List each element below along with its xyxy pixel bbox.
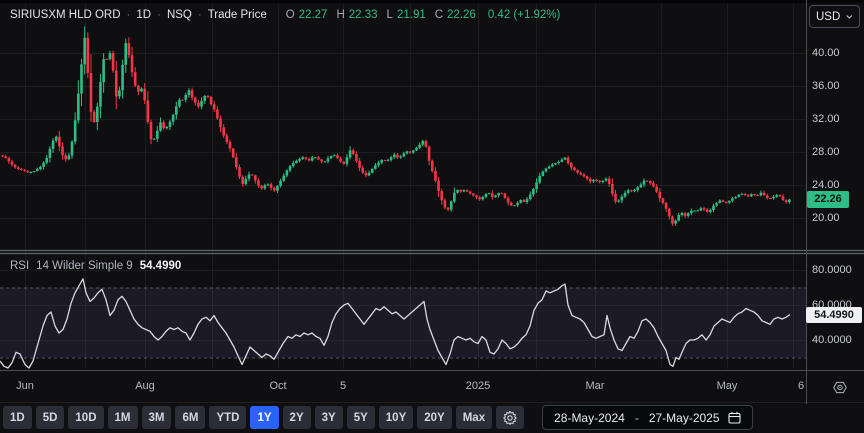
series-type-label: Trade Price — [207, 9, 267, 21]
ohlc-value: 21.91 — [396, 9, 426, 21]
chevron-down-icon — [846, 14, 853, 19]
time-axis-label: Jun — [16, 380, 34, 392]
currency-label: USD — [816, 10, 841, 23]
range-button-20y[interactable]: 20Y — [417, 406, 452, 429]
date-range-picker[interactable]: 28-May-2024 - 27-May-2025 — [542, 405, 753, 430]
date-range-separator: - — [634, 410, 639, 425]
price-axis-tick: 32.00 — [812, 113, 840, 125]
gear-icon — [503, 410, 518, 425]
price-axis-tick: 24.00 — [812, 179, 840, 191]
range-button-10y[interactable]: 10Y — [378, 406, 414, 429]
symbol-name: SIRIUSXM HLD ORD — [10, 9, 121, 21]
symbol-legend[interactable]: SIRIUSXM HLD ORD · 1D · NSQ · Trade Pric… — [10, 9, 560, 21]
chart-canvas[interactable] — [0, 0, 864, 405]
date-range-start: 28-May-2024 — [554, 410, 625, 425]
hexagon-target-icon — [833, 381, 847, 394]
rsi-band — [0, 287, 806, 358]
rsi-value: 54.4990 — [139, 260, 182, 272]
ohlc-label: O — [285, 9, 295, 21]
rsi-line — [0, 278, 791, 369]
ohlc-value: 22.33 — [348, 9, 378, 21]
calendar-icon — [727, 411, 741, 424]
legend-separator: · — [157, 9, 161, 21]
time-axis-label: 2025 — [465, 380, 491, 392]
candles-group — [1, 26, 791, 226]
rsi-value-badge: 54.4990 — [806, 306, 862, 323]
range-button-5d[interactable]: 5D — [35, 406, 65, 429]
time-axis-label: 5 — [339, 380, 347, 392]
chart-settings-button[interactable] — [496, 406, 525, 429]
time-axis-label: Aug — [135, 380, 155, 392]
price-axis-tick: 28.00 — [812, 146, 840, 158]
date-range-end: 27-May-2025 — [648, 410, 720, 425]
price-axis-tick: 20.00 — [812, 212, 840, 224]
range-button-3m[interactable]: 3M — [141, 406, 172, 429]
ohlc-label: H — [336, 9, 345, 21]
interval-label: 1D — [136, 9, 152, 21]
range-button-10d[interactable]: 10D — [68, 406, 104, 429]
time-axis-label: Mar — [585, 380, 605, 392]
rsi-legend[interactable]: RSI 14 Wilder Simple 9 54.4990 — [10, 260, 181, 272]
axis-settings-button[interactable] — [827, 377, 853, 398]
time-axis-label: Oct — [269, 380, 287, 392]
exchange-label: NSQ — [166, 9, 192, 21]
range-button-ytd[interactable]: YTD — [209, 406, 247, 429]
ohlc-label: C — [434, 9, 444, 21]
range-button-6m[interactable]: 6M — [175, 406, 206, 429]
change-value: 0.42 (+1.92%) — [487, 9, 561, 21]
last-price-badge: 22.26 — [807, 190, 849, 208]
range-buttons: 1D 5D 10D 1M 3M 6M YTD 1Y 2Y 3Y 5Y 10Y 20Y Max — [3, 406, 493, 429]
range-button-1m[interactable]: 1M — [107, 406, 138, 429]
range-button-max[interactable]: Max — [455, 406, 493, 429]
price-axis-tick: 40.00 — [812, 47, 840, 59]
currency-dropdown[interactable]: USD — [809, 5, 860, 28]
legend-separator: · — [126, 9, 131, 21]
rsi-axis-tick: 80.0000 — [812, 264, 852, 276]
top-strip — [0, 0, 864, 3]
rsi-axis-tick: 40.0000 — [812, 334, 852, 346]
range-button-5y[interactable]: 5Y — [346, 406, 375, 429]
ohlc-values: O 22.27 H 22.33 L 21.91 C 22.26 — [281, 9, 476, 21]
ohlc-value: 22.26 — [447, 9, 476, 21]
rsi-params: 14 Wilder Simple 9 — [36, 260, 133, 272]
ohlc-label: L — [386, 9, 393, 21]
legend-separator: · — [197, 9, 202, 21]
range-button-2y[interactable]: 2Y — [282, 406, 311, 429]
price-axis-tick: 36.00 — [812, 80, 840, 92]
time-axis-label: May — [716, 380, 738, 392]
ohlc-value: 22.27 — [298, 9, 328, 21]
time-axis-label: 6 — [797, 380, 805, 392]
range-button-3y[interactable]: 3Y — [314, 406, 343, 429]
range-toolbar: 1D 5D 10D 1M 3M 6M YTD 1Y 2Y 3Y 5Y 10Y 20Y Max 28-May… — [3, 405, 753, 430]
range-button-1y[interactable]: 1Y — [250, 406, 279, 429]
range-button-1d[interactable]: 1D — [3, 406, 32, 429]
rsi-title: RSI — [10, 260, 30, 272]
